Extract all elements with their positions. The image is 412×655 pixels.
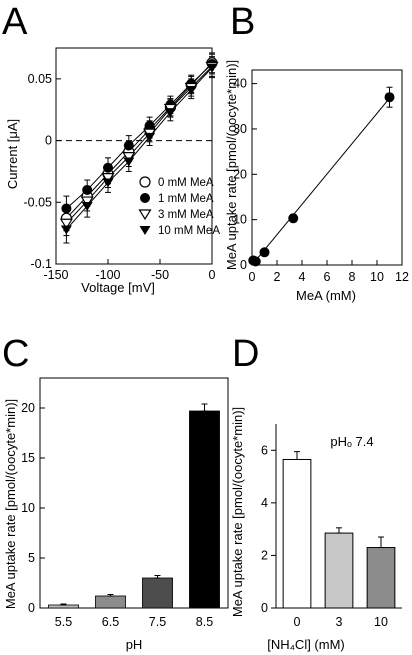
panel-d-ytick-label: 6 (261, 443, 268, 457)
panel-d-category-label: 3 (336, 615, 343, 629)
panel-label-c: C (2, 333, 29, 375)
panel-c-ytick-label: 0 (28, 601, 35, 615)
panel-d-ytick-label: 0 (261, 601, 268, 615)
panel-a-ytick-label: -0.05 (24, 195, 53, 209)
panel-label-b: B (230, 1, 255, 43)
panel-b-ytick-label: 30 (233, 122, 247, 136)
panel-b-point (250, 256, 261, 267)
panel-b-xtick-label: 12 (395, 270, 409, 284)
panel-a-point (82, 184, 93, 195)
panel-c-category-label: 6.5 (102, 615, 119, 629)
panel-a-point (81, 201, 93, 211)
panel-a-point (206, 63, 218, 73)
panel-c-ylabel: MeA uptake rate [pmol/(oocyte*min)] (3, 399, 18, 609)
panel-b-ytick-label: 40 (233, 77, 247, 91)
panel-a-legend-marker (139, 176, 151, 188)
panel-d-bar (324, 532, 354, 609)
panel-a-xtick-label: 0 (209, 268, 216, 282)
panel-a-ylabel: Current [μA] (5, 119, 20, 189)
panel-a-ytick-label: -0.1 (30, 257, 52, 271)
panel-d-ytick-label: 2 (261, 548, 268, 562)
panel-b-xtick-label: 0 (249, 270, 256, 284)
panel-a-ytick-label: 0 (45, 134, 52, 148)
panel-b-xtick-label: 2 (274, 270, 281, 284)
panel-b-point (288, 213, 299, 224)
panel-a-legend-marker (140, 193, 150, 203)
panel-a-legend-marker (138, 209, 152, 221)
panel-d-bar (366, 547, 396, 609)
panel-b-fit-line (251, 97, 390, 266)
panel-c-ytick-label: 5 (28, 551, 35, 565)
panel-c-bar (142, 577, 173, 609)
panel-c-bar (189, 410, 220, 609)
panel-b-xtick-label: 4 (299, 270, 306, 284)
panel-a-xtick-label: -150 (43, 268, 68, 282)
panel-a-point (123, 140, 134, 151)
panel-b-frame (251, 69, 403, 266)
panel-c-ytick-label: 15 (21, 451, 35, 465)
panel-a-point (60, 225, 72, 235)
panel-d-ytick-label: 4 (261, 496, 268, 510)
panel-c-ytick-label: 10 (21, 501, 35, 515)
panel-b-xlabel: MeA (mM) (296, 288, 356, 303)
panel-b-xtick-label: 8 (349, 270, 356, 284)
panel-a-xtick-label: -50 (151, 268, 169, 282)
panel-c-category-label: 5.5 (55, 615, 72, 629)
panel-a-point (61, 203, 72, 214)
panel-d-category-label: 10 (374, 615, 388, 629)
panel-c-frame (39, 377, 229, 609)
panel-b-ylabel: MeA uptake rate [pmol/(oocyte*min)] (224, 60, 239, 270)
panel-a-point (164, 108, 176, 118)
panel-d-xlabel: [NH₄Cl] (mM) (267, 637, 345, 652)
panel-d-annotation: pHₒ 7.4 (330, 434, 373, 449)
panel-c-category-label: 8.5 (196, 615, 213, 629)
panel-c-category-label: 7.5 (149, 615, 166, 629)
panel-a-legend-label: 3 mM MeA (158, 209, 214, 221)
panel-a-point (80, 196, 94, 208)
panel-d-bar (282, 458, 312, 609)
panel-b-point (259, 247, 270, 258)
panel-d-ylabel: MeA uptake rate [pmol/(oocyte*min)] (230, 407, 245, 617)
panel-a-point (144, 120, 155, 131)
panel-b-point (384, 92, 395, 103)
panel-a-legend-marker (139, 226, 151, 235)
panel-a-point (123, 157, 135, 167)
panel-a-point (144, 132, 156, 142)
panel-b-ytick-label: 20 (233, 167, 247, 181)
panel-c-bar (95, 595, 126, 609)
panel-d-category-label: 0 (294, 615, 301, 629)
panel-a-point (185, 85, 197, 95)
panel-b-xtick-label: 10 (370, 270, 384, 284)
panel-a-point (103, 162, 113, 173)
panel-a-legend-label: 10 mM MeA (158, 225, 220, 237)
panel-label-a: A (2, 1, 28, 43)
panel-label-d: D (232, 333, 259, 375)
panel-a-ytick-label: 0.05 (28, 72, 52, 86)
panel-a-frame (55, 47, 213, 265)
panel-a-point (59, 218, 73, 230)
panel-b-xtick-label: 6 (324, 270, 331, 284)
panel-a-point (101, 173, 115, 184)
panel-a-point (102, 178, 114, 188)
panel-b-ytick-label: 10 (233, 213, 247, 227)
plot-layer: -150 -100 -50 0 -0.1 -0.05 0 0.05 0 mM MeA 1 mM M… (21, 47, 409, 629)
panel-a-xtick-label: -100 (95, 268, 120, 282)
panel-c-ytick-label: 20 (21, 401, 35, 415)
panel-a-xlabel: Voltage [mV] (81, 280, 155, 295)
panel-a-point (122, 152, 136, 163)
panel-c-xlabel: pH (126, 637, 143, 652)
panel-b-ytick-label: 0 (240, 258, 247, 272)
panel-a-legend-label: 1 mM MeA (158, 193, 214, 205)
panel-a-legend-label: 0 mM MeA (158, 177, 214, 189)
